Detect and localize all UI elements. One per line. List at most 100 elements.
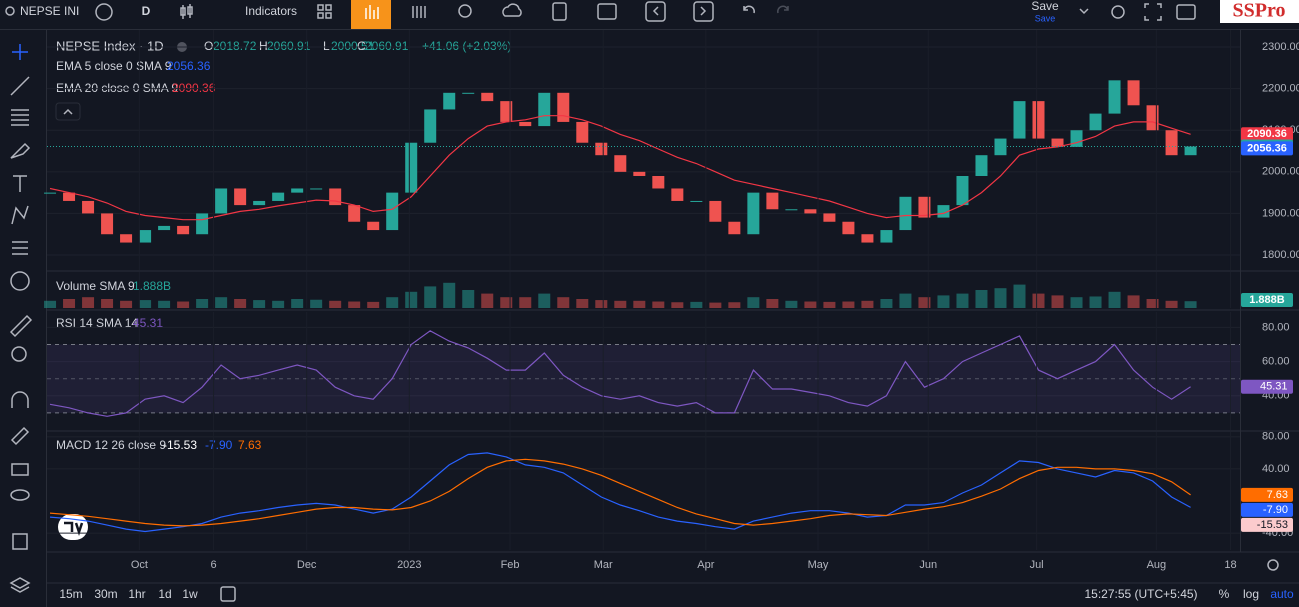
price-label-text: 2090.36 bbox=[1247, 128, 1287, 140]
volume-bar bbox=[234, 299, 247, 308]
visibility[interactable] bbox=[10, 489, 30, 501]
volume-label bbox=[1241, 293, 1293, 307]
icons[interactable] bbox=[10, 271, 30, 291]
range-button[interactable]: 15m bbox=[59, 587, 82, 601]
layout[interactable] bbox=[597, 3, 617, 20]
candle bbox=[975, 155, 988, 176]
interval[interactable]: D bbox=[142, 4, 151, 18]
clock: 15:27:55 (UTC+5:45) bbox=[1084, 587, 1197, 601]
macd-hist-value: -15.53 bbox=[163, 438, 197, 452]
zoom[interactable] bbox=[11, 346, 27, 362]
undo[interactable] bbox=[743, 5, 755, 14]
bars-alt[interactable] bbox=[412, 6, 426, 18]
ruler[interactable] bbox=[9, 314, 33, 338]
templates[interactable] bbox=[317, 4, 332, 19]
y-tick-label: 60.00 bbox=[1262, 356, 1290, 368]
candle bbox=[272, 192, 285, 201]
candle bbox=[1184, 146, 1197, 156]
chart-settings[interactable] bbox=[1111, 5, 1125, 19]
snapshot[interactable] bbox=[1176, 4, 1196, 20]
candle bbox=[937, 205, 950, 218]
magnet[interactable] bbox=[11, 391, 29, 408]
text-tool[interactable] bbox=[13, 175, 27, 192]
add-symbol[interactable] bbox=[95, 3, 113, 21]
macd-label-text: -15.53 bbox=[1257, 519, 1288, 531]
lock[interactable] bbox=[11, 463, 29, 476]
volume-bar bbox=[595, 300, 608, 308]
volume-bar bbox=[709, 302, 722, 308]
candle bbox=[367, 221, 380, 231]
candle bbox=[234, 188, 247, 206]
range-button[interactable]: 30m bbox=[94, 587, 117, 601]
candle bbox=[405, 142, 418, 193]
rsi-line bbox=[49, 330, 1191, 417]
volume-bar bbox=[1089, 296, 1102, 308]
range-button[interactable]: 1d bbox=[158, 587, 171, 601]
search-icon[interactable] bbox=[5, 6, 15, 16]
fullscreen[interactable] bbox=[1144, 3, 1162, 21]
volume-bar bbox=[291, 299, 304, 308]
x-tick-label: Oct bbox=[131, 559, 148, 571]
drawing-mode[interactable] bbox=[10, 426, 30, 446]
symbol-search[interactable]: NEPSE INI bbox=[20, 4, 79, 18]
range-button[interactable]: 1hr bbox=[128, 587, 145, 601]
ohlc-label: O bbox=[204, 39, 213, 53]
log-toggle[interactable]: log bbox=[1243, 587, 1259, 601]
notes[interactable] bbox=[552, 2, 567, 21]
volume-bar bbox=[196, 299, 209, 308]
timezone-settings[interactable] bbox=[1267, 559, 1279, 571]
next[interactable] bbox=[693, 1, 714, 22]
candle bbox=[766, 192, 779, 210]
candle bbox=[196, 213, 209, 235]
percent-toggle[interactable]: % bbox=[1219, 587, 1230, 601]
brush[interactable] bbox=[10, 142, 31, 159]
chart-type[interactable] bbox=[180, 4, 193, 19]
prev[interactable] bbox=[645, 1, 666, 22]
collapse-legend[interactable] bbox=[55, 102, 81, 121]
candle bbox=[310, 188, 323, 190]
candle bbox=[633, 171, 646, 176]
ohlc-label: C bbox=[357, 39, 366, 53]
volume-bar bbox=[937, 295, 950, 308]
active-tool[interactable] bbox=[351, 0, 391, 29]
next-arrow bbox=[700, 6, 707, 16]
price-label bbox=[1241, 127, 1293, 142]
volume-bar bbox=[424, 286, 437, 308]
candle bbox=[1108, 80, 1121, 114]
volume-bar bbox=[652, 301, 665, 308]
settings[interactable] bbox=[458, 4, 472, 18]
trend-line[interactable] bbox=[10, 76, 30, 96]
date-range[interactable] bbox=[220, 586, 236, 602]
y-tick-label: 2300.00 bbox=[1262, 41, 1299, 53]
candle bbox=[253, 200, 266, 206]
candle bbox=[576, 121, 589, 143]
delete[interactable] bbox=[12, 533, 28, 550]
candle bbox=[158, 225, 171, 231]
patterns[interactable] bbox=[11, 205, 29, 225]
candle bbox=[652, 175, 665, 189]
redo[interactable] bbox=[777, 5, 789, 14]
object-tree[interactable] bbox=[9, 577, 31, 593]
crosshair[interactable] bbox=[12, 44, 28, 60]
volume-bar bbox=[519, 297, 532, 308]
fib[interactable] bbox=[11, 109, 29, 126]
auto-toggle[interactable]: auto bbox=[1270, 587, 1294, 601]
volume-bar bbox=[1146, 299, 1159, 308]
volume-bar bbox=[82, 297, 95, 308]
volume-bar bbox=[956, 293, 969, 308]
prediction[interactable] bbox=[12, 241, 28, 255]
ohlc-value: 2060.91 bbox=[365, 39, 409, 53]
save-menu[interactable] bbox=[1079, 8, 1089, 15]
ohlc-value: 2000.51 bbox=[331, 39, 375, 53]
x-tick-label: Aug bbox=[1147, 559, 1167, 571]
volume-bar bbox=[861, 300, 874, 308]
candle bbox=[1013, 101, 1026, 139]
volume-bar bbox=[1127, 295, 1140, 308]
range-button[interactable]: 1w bbox=[182, 587, 198, 601]
indicators-button[interactable]: Indicators bbox=[245, 4, 297, 18]
volume-bar bbox=[272, 300, 285, 308]
save-button[interactable]: Save bbox=[1031, 0, 1059, 13]
candle bbox=[1032, 101, 1045, 139]
y-tick-label: 1800.00 bbox=[1262, 249, 1299, 261]
cloud[interactable] bbox=[502, 3, 522, 17]
